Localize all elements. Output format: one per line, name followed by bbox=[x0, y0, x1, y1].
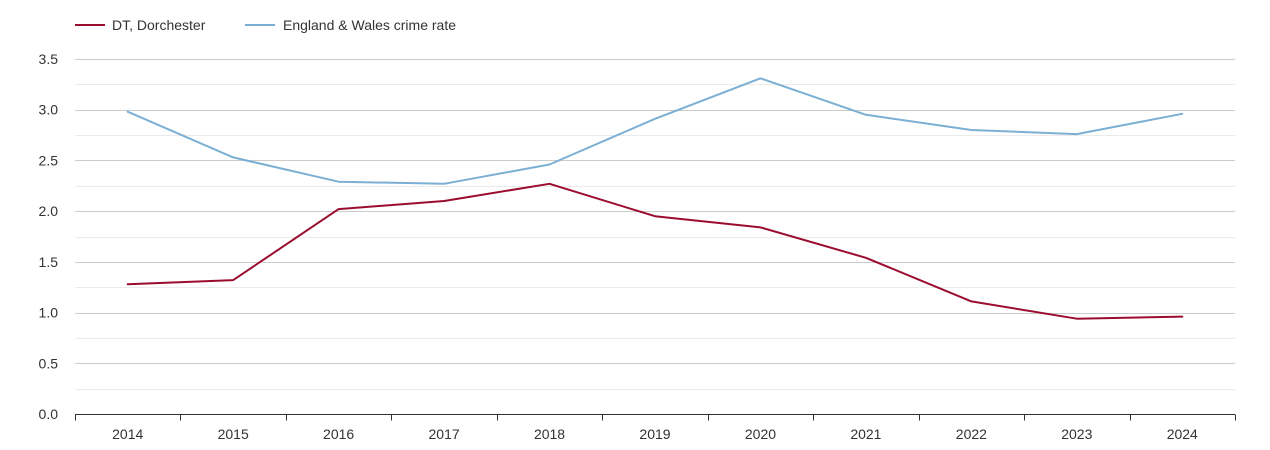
x-tick-label: 2014 bbox=[112, 426, 143, 442]
legend-label-england-wales-crime-rate: England & Wales crime rate bbox=[283, 17, 456, 33]
axis-layer: 0.0 0.5 1.0 1.5 2.0 2.5 3.0 3.5 2014 2015 2016 2017… bbox=[39, 51, 1236, 442]
x-tick-label: 2017 bbox=[429, 426, 460, 442]
y-tick-label: 0.5 bbox=[39, 355, 59, 371]
x-tick-label: 2021 bbox=[850, 426, 881, 442]
y-tick-label: 2.0 bbox=[39, 203, 59, 219]
legend: DT, Dorchester England & Wales crime rate bbox=[75, 17, 456, 33]
y-tick-label: 2.5 bbox=[39, 152, 59, 168]
x-tick-label: 2015 bbox=[218, 426, 249, 442]
y-tick-label: 0.0 bbox=[39, 406, 59, 422]
x-tick-label: 2016 bbox=[323, 426, 354, 442]
x-tick-label: 2022 bbox=[956, 426, 987, 442]
x-tick-label: 2020 bbox=[745, 426, 776, 442]
legend-label-dt-dorchester: DT, Dorchester bbox=[112, 17, 206, 33]
x-tick-label: 2018 bbox=[534, 426, 565, 442]
y-tick-label: 3.5 bbox=[39, 51, 59, 67]
x-tick-label: 2024 bbox=[1167, 426, 1198, 442]
grid-layer bbox=[75, 59, 1235, 390]
y-tick-label: 3.0 bbox=[39, 102, 59, 118]
y-tick-label: 1.5 bbox=[39, 254, 59, 270]
y-tick-label: 1.0 bbox=[39, 305, 59, 321]
series-line-england-wales-crime-rate bbox=[126, 77, 1184, 185]
x-tick-label: 2023 bbox=[1061, 426, 1092, 442]
series-layer bbox=[126, 77, 1184, 320]
x-tick-label: 2019 bbox=[639, 426, 670, 442]
series-line-dt-dorchester bbox=[126, 182, 1184, 320]
